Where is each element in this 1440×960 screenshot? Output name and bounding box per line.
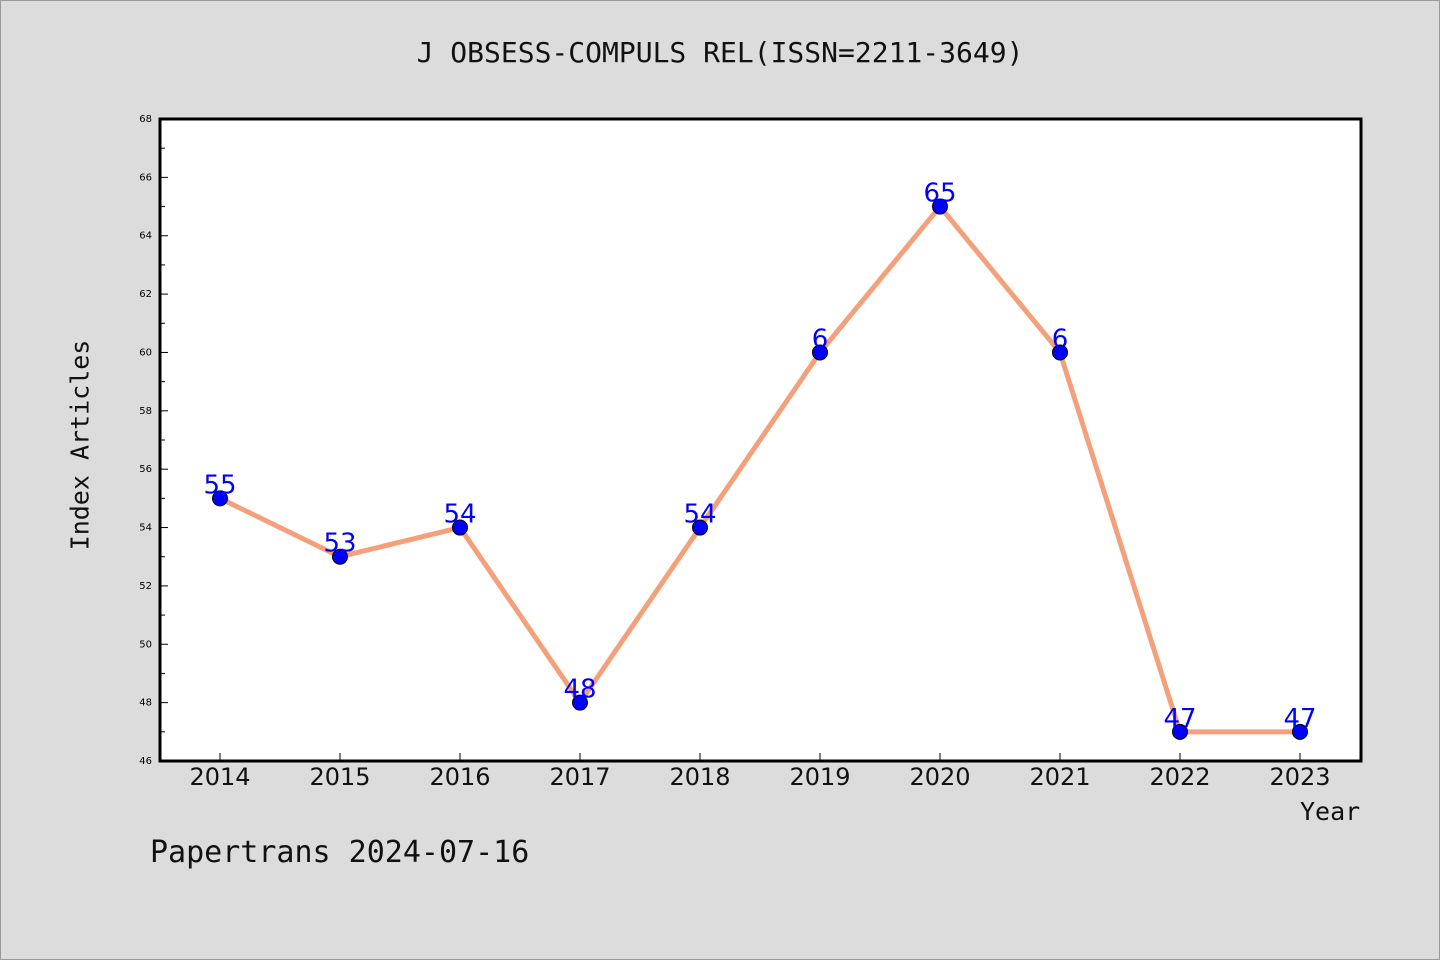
y-tick-label: 60 (139, 347, 152, 358)
data-point (332, 548, 348, 565)
data-label: 54 (683, 500, 716, 530)
footer-note: Papertrans 2024-07-16 (150, 835, 530, 870)
y-tick-label: 64 (139, 231, 152, 242)
data-point (212, 490, 228, 507)
series: 55 53 54 48 54 6 65 6 47 47 (203, 179, 1317, 740)
x-axis: 2014 2015 2016 2017 2018 2019 2020 2021 2022 2023 (189, 753, 1331, 791)
data-point (1172, 723, 1188, 740)
x-tick-label: 2016 (429, 763, 490, 791)
y-tick-label: 52 (139, 581, 152, 592)
data-label: 55 (203, 470, 236, 500)
x-tick-label: 2020 (909, 763, 970, 791)
data-point (1052, 344, 1068, 361)
data-point (812, 344, 828, 361)
data-label: 47 (1283, 704, 1316, 734)
x-tick-label: 2014 (189, 763, 250, 791)
y-tick-label: 68 (139, 114, 152, 125)
data-point (572, 694, 588, 711)
data-point (932, 198, 948, 215)
y-tick-label: 54 (139, 523, 152, 534)
y-tick-label: 62 (139, 289, 152, 300)
data-point (1292, 723, 1308, 740)
x-tick-label: 2023 (1269, 763, 1330, 791)
data-label: 54 (443, 500, 476, 530)
x-tick-label: 2015 (309, 763, 370, 791)
data-point (692, 519, 708, 536)
x-tick-label: 2017 (549, 763, 610, 791)
series-line (218, 204, 1300, 735)
x-tick-label: 2022 (1149, 763, 1210, 791)
y-tick-label: 48 (139, 698, 152, 709)
chart-title: J OBSESS-COMPULS REL(ISSN=2211-3649) (416, 36, 1024, 69)
y-tick-label: 50 (139, 639, 152, 650)
y-tick-label: 66 (139, 172, 152, 183)
y-tick-label: 58 (139, 406, 152, 417)
y-tick-label: 46 (139, 756, 152, 767)
x-axis-title: Year (1300, 797, 1361, 826)
data-point (452, 519, 468, 536)
y-tick-label: 56 (139, 464, 152, 475)
data-label: 48 (563, 675, 596, 705)
x-tick-label: 2019 (789, 763, 850, 791)
data-label: 65 (923, 179, 956, 209)
x-tick-label: 2018 (669, 763, 730, 791)
y-axis: 46 48 50 52 54 56 58 60 62 64 66 68 (139, 114, 168, 767)
data-label: 6 (812, 324, 829, 354)
data-label: 47 (1163, 704, 1196, 734)
x-tick-label: 2021 (1029, 763, 1090, 791)
data-label: 6 (1052, 324, 1069, 354)
data-label: 53 (323, 529, 356, 559)
